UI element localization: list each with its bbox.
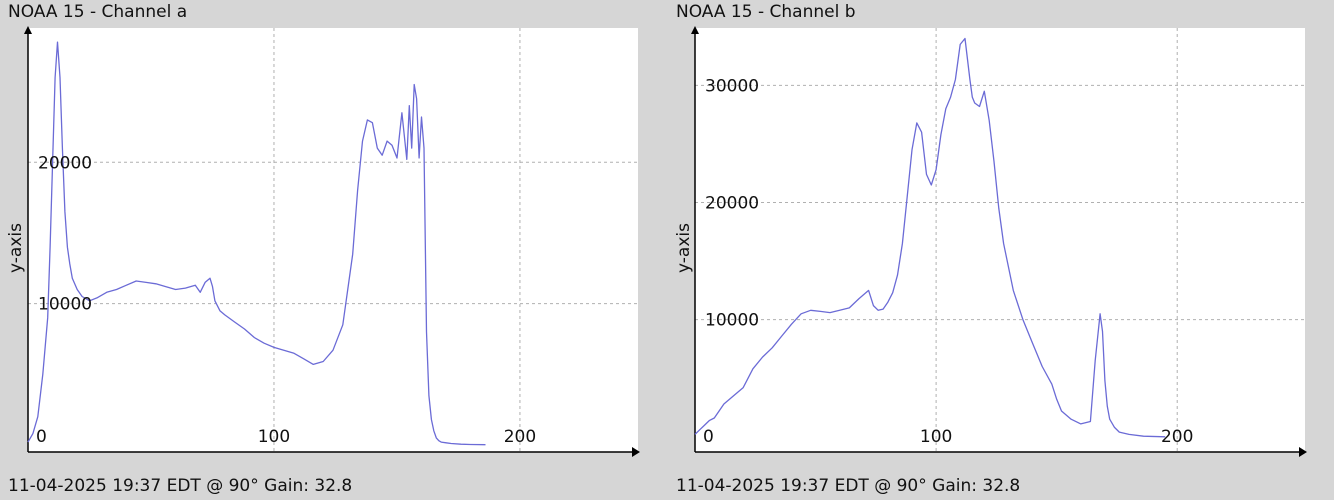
y-tick-label: 20000 (705, 194, 759, 214)
y-tick-label: 20000 (38, 153, 92, 173)
series-line (27, 41, 486, 446)
plot-background (28, 28, 638, 452)
y-axis-arrow (691, 26, 699, 34)
chart-a-title: NOAA 15 - Channel a (8, 2, 188, 22)
chart-b-title: NOAA 15 - Channel b (676, 2, 856, 22)
y-tick-label: 10000 (705, 311, 759, 331)
x-axis-arrow (1299, 447, 1307, 457)
x-axis-arrow (632, 447, 640, 457)
chart-b: 0 100 200 10000 20000 30000 (691, 26, 1307, 457)
plot-background (695, 28, 1305, 452)
x-tick-label: 0 (36, 427, 47, 447)
x-tick-label: 100 (920, 427, 952, 447)
y-tick-label: 10000 (38, 295, 92, 315)
y-tick-label: 30000 (705, 76, 759, 96)
chart-a: 0 100 200 10000 20000 (24, 26, 640, 457)
x-tick-label: 100 (258, 427, 290, 447)
series-line (694, 37, 1166, 438)
x-tick-label: 200 (504, 427, 536, 447)
chart-b-footer: 11-04-2025 19:37 EDT @ 90° Gain: 32.8 (676, 476, 1021, 496)
chart-a-footer: 11-04-2025 19:37 EDT @ 90° Gain: 32.8 (8, 476, 353, 496)
y-axis-arrow (24, 26, 32, 34)
x-tick-label: 0 (703, 427, 714, 447)
x-tick-label: 200 (1161, 427, 1193, 447)
